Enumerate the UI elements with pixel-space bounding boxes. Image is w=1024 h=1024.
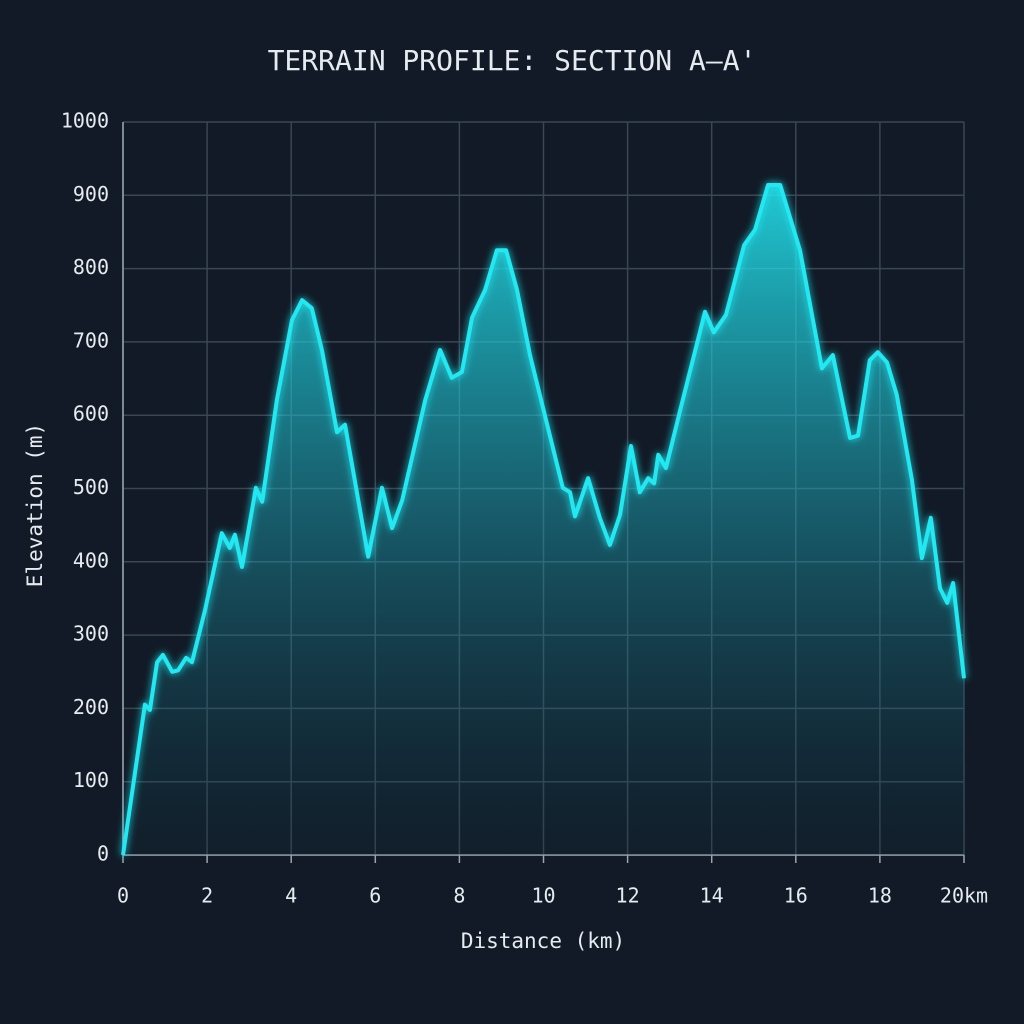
- line: [121, 183, 966, 856]
- x-tick-label: 14: [700, 884, 724, 908]
- x-tick-label: 12: [616, 884, 640, 908]
- x-tick-label: 10: [531, 884, 555, 908]
- y-tick-label: 700: [73, 328, 109, 352]
- y-tick-label: 1000: [61, 109, 109, 133]
- chart-title: TERRAIN PROFILE: SECTION A–A': [268, 44, 757, 77]
- y-tick-label: 800: [73, 255, 109, 279]
- x-tick-label: 8: [453, 884, 465, 908]
- x-axis-title: Distance (km): [461, 929, 625, 953]
- x-tick-label: 0: [117, 884, 129, 908]
- area-fill: [123, 185, 964, 855]
- y-tick-label: 300: [73, 622, 109, 646]
- y-tick-label: 900: [73, 182, 109, 206]
- y-tick-label: 400: [73, 548, 109, 572]
- y-axis-title: Elevation (m): [23, 423, 47, 587]
- y-tick-label: 0: [97, 842, 109, 866]
- y-tick-label: 500: [73, 475, 109, 499]
- x-tick-label: 20km: [940, 884, 988, 908]
- x-tick-label: 18: [868, 884, 892, 908]
- y-tick-label: 200: [73, 695, 109, 719]
- y-tick-label: 600: [73, 402, 109, 426]
- x-tick-label: 2: [201, 884, 213, 908]
- x-tick-label: 6: [369, 884, 381, 908]
- x-tick-label: 16: [784, 884, 808, 908]
- x-tick-label: 4: [285, 884, 297, 908]
- y-tick-label: 100: [73, 768, 109, 792]
